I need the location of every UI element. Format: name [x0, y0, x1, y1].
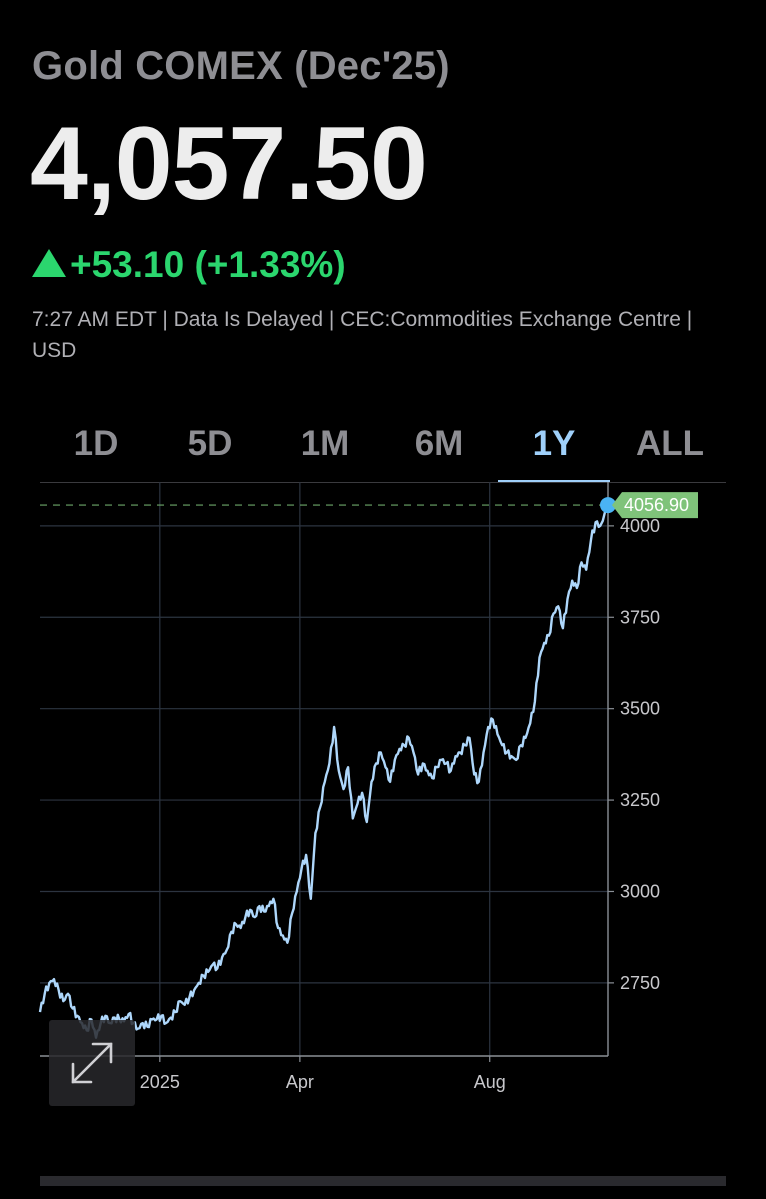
last-price-label-text: 4056.90 [624, 495, 689, 515]
time-range-tabs: 1D 5D 1M 6M 1Y ALL [40, 420, 726, 483]
y-axis: 2750 3000 3250 3500 3750 4000 [607, 482, 660, 1056]
expand-icon [71, 1042, 113, 1084]
last-price-marker [600, 497, 616, 514]
tab-6m[interactable]: 6M [414, 424, 464, 463]
y-tick-label: 3250 [620, 790, 660, 810]
up-arrow-icon [32, 249, 66, 277]
y-tick-label: 2750 [620, 973, 660, 993]
expand-chart-button[interactable] [49, 1020, 135, 1106]
instrument-title: Gold COMEX (Dec'25) [32, 44, 450, 88]
y-tick-label: 4000 [620, 516, 660, 536]
x-tick-label: Apr [286, 1072, 314, 1092]
bottom-scrollbar[interactable] [40, 1176, 726, 1186]
x-tick-label: Aug [474, 1072, 506, 1092]
x-tick-label: 2025 [140, 1072, 180, 1092]
active-tab-indicator [498, 480, 610, 482]
last-price-label: 4056.90 [612, 492, 698, 519]
price-change-value: +53.10 (+1.33%) [70, 244, 346, 285]
price-chart[interactable]: 2750 3000 3250 3500 3750 4000 2025 Apr Aug 4056… [0, 482, 766, 1102]
price-change: +53.10 (+1.33%) [32, 244, 346, 286]
y-tick-label: 3750 [620, 607, 660, 627]
y-tick-label: 3000 [620, 881, 660, 901]
y-tick-label: 3500 [620, 699, 660, 719]
tab-1y[interactable]: 1Y [532, 424, 576, 463]
tab-5d[interactable]: 5D [187, 424, 233, 463]
tab-all[interactable]: ALL [635, 424, 705, 463]
tab-1m[interactable]: 1M [300, 424, 350, 463]
tab-1d[interactable]: 1D [73, 424, 119, 463]
current-price: 4,057.50 [30, 106, 428, 222]
last-price-label-bg [612, 492, 698, 519]
quote-meta: 7:27 AM EDT | Data Is Delayed | CEC:Comm… [32, 308, 693, 362]
chart-grid [40, 482, 608, 1056]
price-line [38, 504, 610, 1039]
